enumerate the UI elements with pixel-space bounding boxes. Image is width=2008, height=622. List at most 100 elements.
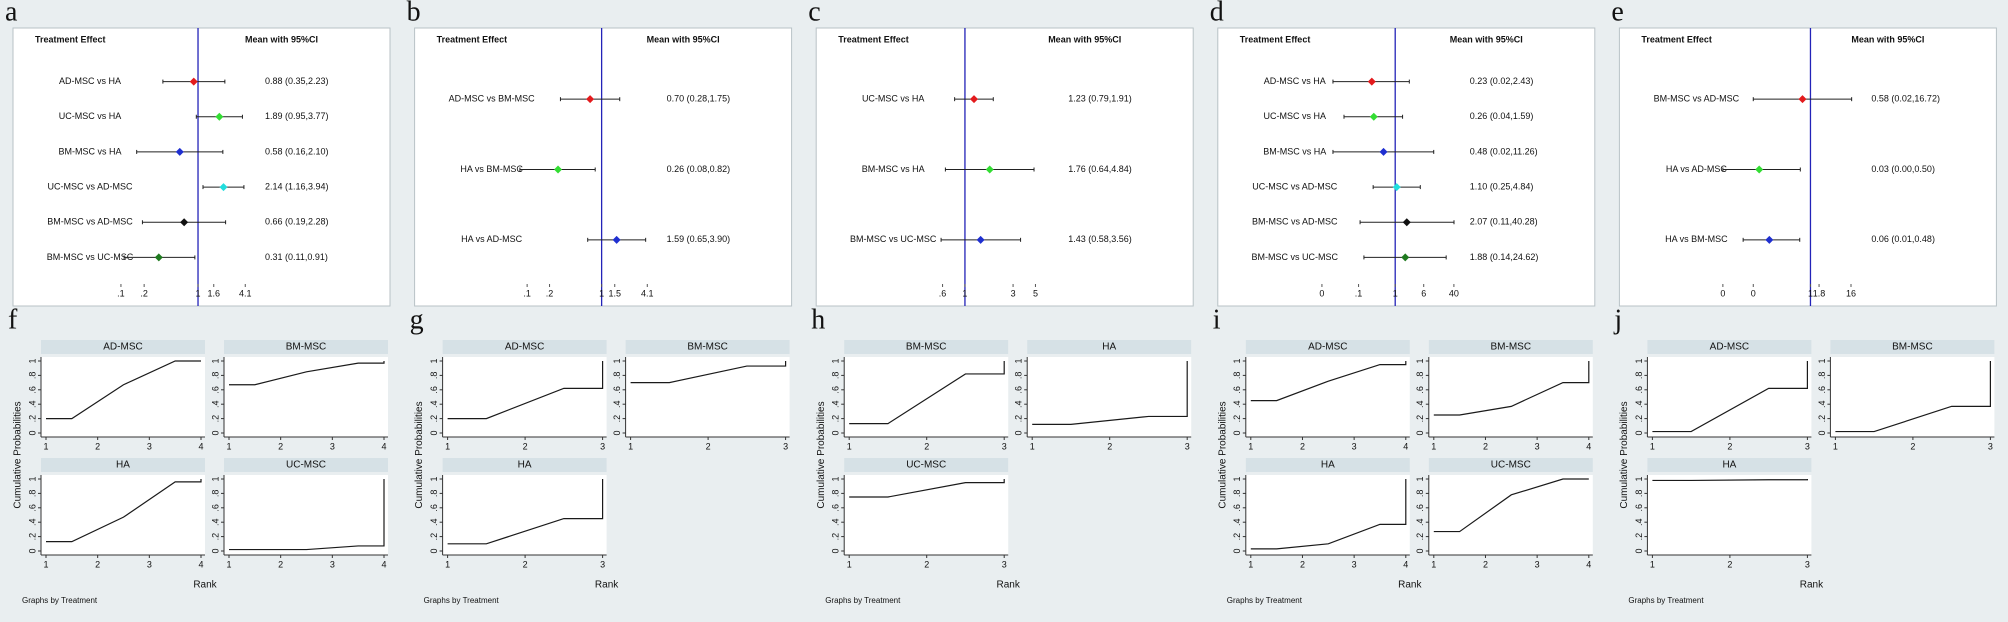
plot-box [1618, 27, 1997, 307]
x-tick-label: 1.8 [1813, 288, 1826, 298]
x-tick-label: .2 [140, 288, 148, 298]
y-tick-label: .8 [210, 372, 220, 380]
x-tick-label: 1 [1393, 288, 1398, 298]
x-tick-label: 3 [147, 441, 152, 451]
estimate-marker [1392, 183, 1401, 192]
x-tick-label: 1 [628, 441, 633, 451]
x-tick-label: 4 [1403, 559, 1408, 569]
facet-title-bar [1647, 340, 1812, 354]
value-label: 1.59 (0.65,3.90) [667, 234, 731, 244]
label-header: Treatment Effect [838, 34, 909, 44]
row-label: BM-MSC vs UC-MSC [1252, 252, 1339, 262]
value-label: 1.89 (0.95,3.77) [265, 111, 329, 121]
estimate-marker [1765, 235, 1774, 244]
facet-title-bar [442, 340, 607, 354]
value-label: 2.07 (0.11,40.28) [1470, 217, 1538, 227]
facet-plot [442, 357, 607, 437]
panel-letter: i [1213, 304, 1221, 335]
y-tick-label: .8 [27, 372, 37, 380]
value-label: 0.48 (0.02,11.26) [1470, 146, 1538, 156]
y-tick-label: 0 [429, 430, 439, 435]
y-tick-label: .6 [27, 386, 37, 394]
x-tick-label: 1 [962, 288, 967, 298]
x-tick-label: 2 [278, 441, 283, 451]
x-tick-label: 6 [1421, 288, 1426, 298]
facet-plot [1647, 475, 1812, 555]
facet-plot [844, 475, 1009, 555]
facet-title-bar [1245, 340, 1410, 354]
row-label: AD-MSC vs BM-MSC [449, 94, 535, 104]
plot-box [12, 27, 391, 307]
row-label: BM-MSC vs HA [59, 146, 122, 156]
cumulative-line [447, 479, 604, 545]
x-tick-label: 4 [1586, 441, 1591, 451]
estimate-marker [175, 147, 184, 156]
y-tick-label: 1 [1232, 476, 1242, 481]
x-tick-label: 0 [1751, 288, 1756, 298]
y-tick-label: .6 [429, 386, 439, 394]
y-tick-label: 1 [1634, 358, 1644, 363]
value-label: 0.26 (0.04,1.59) [1470, 111, 1534, 121]
y-tick-label: .4 [1634, 518, 1644, 526]
y-tick-label: .8 [1634, 490, 1644, 498]
x-tick-label: 2 [1910, 441, 1915, 451]
cumulative-line [1032, 361, 1188, 425]
x-tick-label: 4.1 [239, 288, 252, 298]
x-tick-label: 1 [1833, 441, 1838, 451]
facet-title: HA [1321, 460, 1335, 471]
facet-plot [1245, 475, 1410, 555]
cumulative-line [849, 479, 1005, 498]
y-tick-label: 0 [1634, 548, 1644, 553]
row-label: UC-MSC vs HA [59, 111, 122, 121]
x-tick-label: 4 [198, 441, 203, 451]
x-tick-label: 1 [196, 288, 201, 298]
estimate-marker [985, 165, 994, 174]
x-axis-title: Rank [595, 580, 619, 591]
y-tick-label: .2 [27, 415, 37, 423]
x-tick-label: 1 [847, 441, 852, 451]
y-tick-label: .6 [1634, 504, 1644, 512]
y-tick-label: .8 [429, 490, 439, 498]
facet-title-bar [1027, 340, 1192, 354]
y-axis-title: Cumulative Probabilities [1619, 401, 1630, 508]
x-tick-label: 40 [1449, 288, 1459, 298]
cumulative-line [849, 361, 1005, 425]
facet-title-bar [1830, 340, 1995, 354]
facet-title: BM-MSC [1491, 342, 1532, 353]
y-tick-label: .2 [1634, 415, 1644, 423]
x-tick-label: 2 [1300, 441, 1305, 451]
x-tick-label: 3 [1352, 559, 1357, 569]
y-tick-label: 1 [1634, 476, 1644, 481]
value-header: Mean with 95%CI [245, 34, 318, 44]
y-axis-title: Cumulative Probabilities [1217, 401, 1228, 508]
y-tick-label: .2 [831, 533, 841, 541]
x-tick-label: 1 [1431, 441, 1436, 451]
facet-plot [224, 357, 388, 437]
x-tick-label: 1 [599, 288, 604, 298]
y-tick-label: 0 [1634, 430, 1644, 435]
facet-title: AD-MSC [1710, 342, 1749, 353]
y-tick-label: 1 [831, 358, 841, 363]
x-tick-label: 0 [1720, 288, 1725, 298]
y-tick-label: .6 [831, 504, 841, 512]
x-tick-label: 1 [43, 559, 48, 569]
x-tick-label: 4 [198, 559, 203, 569]
facet-plot [41, 357, 205, 437]
row-label: UC-MSC vs AD-MSC [1252, 181, 1337, 191]
y-tick-label: .4 [1817, 400, 1827, 408]
x-tick-label: 3 [1002, 441, 1007, 451]
estimate-marker [554, 165, 563, 174]
y-tick-label: .2 [27, 533, 37, 541]
facet-title-bar [844, 340, 1009, 354]
y-tick-label: .8 [1232, 490, 1242, 498]
facet-title: HA [518, 460, 532, 471]
x-tick-label: 2 [523, 559, 528, 569]
facet-title-bar [1245, 458, 1410, 472]
y-tick-label: .4 [210, 400, 220, 408]
facet-plot [442, 475, 607, 555]
x-tick-label: 2 [924, 441, 929, 451]
row-label: AD-MSC vs HA [59, 76, 121, 86]
y-tick-label: .8 [831, 490, 841, 498]
value-label: 1.23 (0.79,1.91) [1068, 94, 1132, 104]
x-tick-label: .1 [523, 288, 531, 298]
